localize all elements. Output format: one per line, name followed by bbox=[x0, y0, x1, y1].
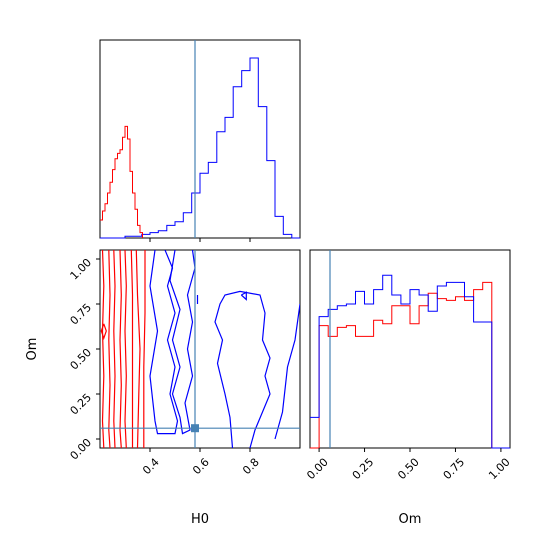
tick-label-om-y-2: 0.50 bbox=[68, 346, 95, 373]
panel-hist-h0 bbox=[99, 39, 301, 239]
tick-label-h0-1: 0.6 bbox=[190, 456, 212, 478]
hist-om-series-a bbox=[310, 281, 510, 449]
tick-label-om-x-0: 0.00 bbox=[304, 456, 331, 483]
contour-a-8 bbox=[100, 323, 107, 341]
contour-a-7 bbox=[143, 250, 146, 448]
panel-hist-om-frame bbox=[309, 249, 511, 449]
panel-scatter bbox=[99, 249, 301, 449]
panel-hist-om-marks bbox=[310, 250, 510, 449]
hist-h0-series-b bbox=[100, 57, 300, 239]
contour-b-2 bbox=[214, 290, 271, 448]
contour-b-3 bbox=[274, 303, 300, 440]
panel-hist-om bbox=[309, 249, 511, 449]
x-axis-label-om: Om bbox=[399, 512, 422, 527]
contour-b-1 bbox=[169, 250, 196, 435]
tick-label-h0-2: 0.8 bbox=[240, 456, 262, 478]
contour-a-5 bbox=[130, 250, 134, 448]
contour-b-5 bbox=[240, 291, 247, 301]
tick-label-om-y-3: 0.75 bbox=[68, 301, 95, 328]
contour-group bbox=[100, 250, 300, 448]
tick-label-om-y-1: 0.25 bbox=[68, 391, 95, 418]
contour-a-2 bbox=[113, 250, 116, 448]
contour-a-0 bbox=[101, 250, 105, 448]
tick-label-om-x-3: 0.75 bbox=[441, 456, 468, 483]
contour-b-0 bbox=[149, 250, 179, 435]
tick-label-om-x-4: 1.00 bbox=[486, 456, 513, 483]
tick-label-h0-0: 0.4 bbox=[140, 456, 162, 478]
hist-h0-series-a bbox=[100, 125, 143, 238]
axis-ticks: 0.4 0.6 0.8 0.00 0.00 0.25 0.25 0.50 0.50 0.75 0.7… bbox=[68, 238, 513, 482]
tick-label-om-x-2: 0.50 bbox=[395, 456, 422, 483]
x-axis-label-h0: H0 bbox=[191, 512, 209, 527]
tick-label-om-y-0: 0.00 bbox=[68, 436, 95, 463]
panel-scatter-frame bbox=[99, 249, 301, 449]
panel-scatter-marks bbox=[100, 250, 300, 448]
contour-a-4 bbox=[124, 250, 127, 448]
contour-a-1 bbox=[108, 250, 111, 448]
contour-a-6 bbox=[135, 250, 141, 448]
contour-a-3 bbox=[119, 250, 122, 448]
tick-label-om-y-4: 1.00 bbox=[68, 256, 95, 283]
y-axis-label-om: Om bbox=[25, 338, 40, 361]
panel-hist-h0-marks bbox=[100, 40, 300, 239]
tick-label-om-x-1: 0.25 bbox=[350, 456, 377, 483]
hist-om-series-b bbox=[310, 274, 510, 449]
truth-marker bbox=[191, 424, 199, 433]
